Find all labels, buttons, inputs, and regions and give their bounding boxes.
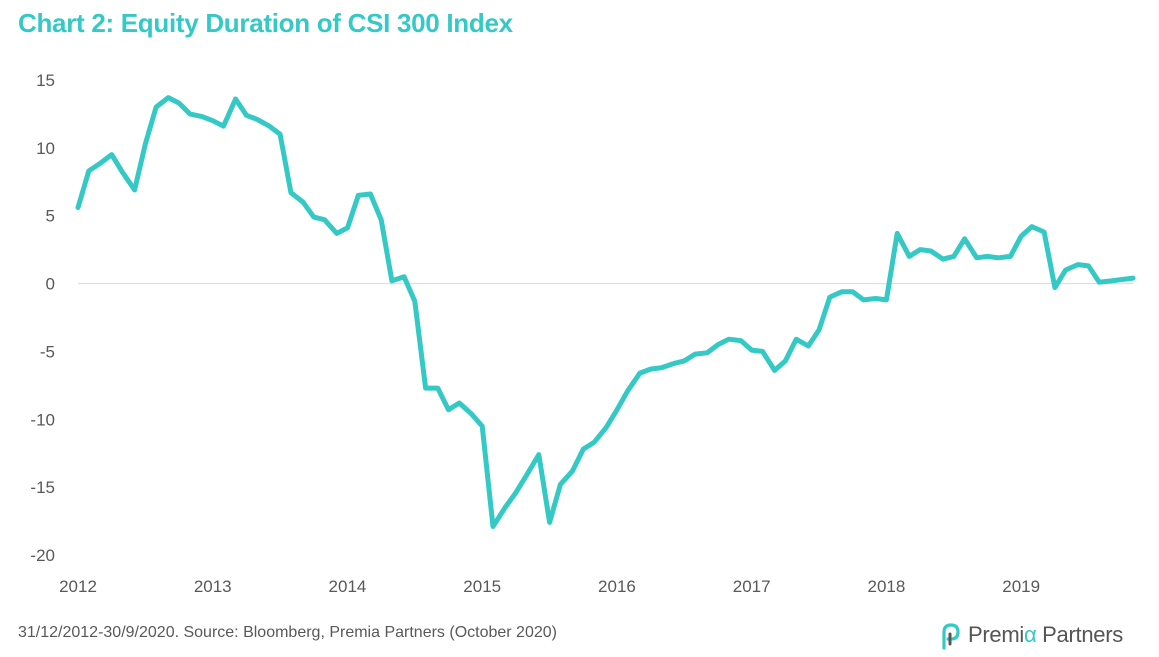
- y-tick-label: 15: [36, 71, 55, 90]
- y-tick-label: -5: [40, 342, 55, 361]
- x-tick-label: 2018: [868, 577, 906, 596]
- x-tick-label: 2014: [329, 577, 367, 596]
- y-tick-label: -10: [30, 410, 55, 429]
- logo-text-alpha: α: [1023, 622, 1037, 647]
- logo-text-partners: Partners: [1036, 622, 1123, 647]
- logo-text-premi: Premi: [968, 622, 1024, 647]
- y-tick-label: -15: [30, 478, 55, 497]
- x-tick-label: 2016: [598, 577, 636, 596]
- series-line: [75, 95, 1136, 529]
- premia-partners-logo: Premiα Partners: [938, 620, 1123, 650]
- x-tick-label: 2013: [194, 577, 232, 596]
- chart-title: Chart 2: Equity Duration of CSI 300 Inde…: [18, 8, 513, 38]
- x-tick-label: 2017: [733, 577, 771, 596]
- logo-text: Premiα Partners: [968, 622, 1123, 648]
- source-note: 31/12/2012-30/9/2020. Source: Bloomberg,…: [18, 624, 557, 641]
- x-tick-label: 2019: [1002, 577, 1040, 596]
- x-tick-label: 2012: [59, 577, 97, 596]
- y-tick-label: 10: [36, 139, 55, 158]
- y-axis: 15 10 5 0 -5 -10 -15 -20: [30, 71, 55, 565]
- x-axis: 2012 2013 2014 2015 2016 2017 2018 2019: [59, 577, 1040, 596]
- premia-logo-icon: [942, 623, 960, 650]
- y-tick-label: 0: [46, 275, 55, 294]
- y-tick-label: -20: [30, 546, 55, 565]
- y-tick-label: 5: [46, 207, 55, 226]
- x-tick-label: 2015: [463, 577, 501, 596]
